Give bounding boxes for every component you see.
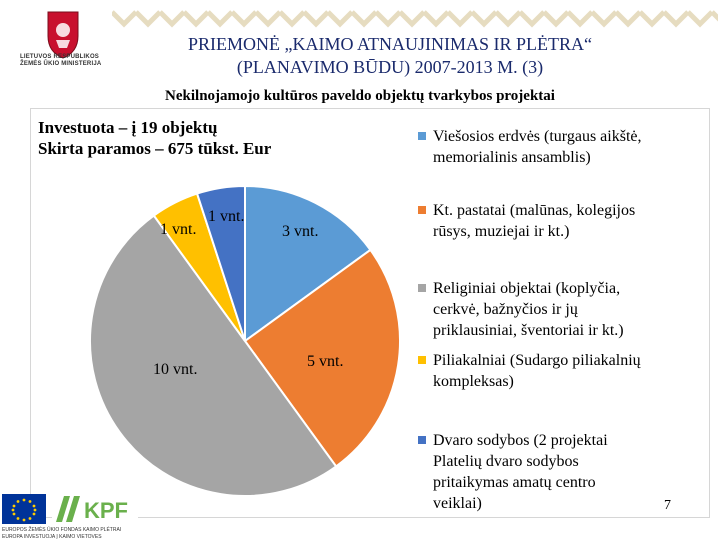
chart-subtitle: Nekilnojamojo kultūros paveldo objektų t… xyxy=(165,88,555,104)
legend-swatch-1 xyxy=(418,132,426,140)
eu-caption-line2: EUROPA INVESTUOJA Į KAIMO VIETOVES xyxy=(2,534,102,540)
legend-item-2: Kt. pastatai (malūnas, kolegijos rūsys, m… xyxy=(418,200,635,242)
legend-text-1-1: Viešosios erdvės (turgaus aikštė, xyxy=(433,128,642,145)
page-title: PRIEMONĖ „KAIMO ATNAUJINIMAS IR PLĖTRA“ … xyxy=(188,34,592,77)
legend-text-2-1: Kt. pastatai (malūnas, kolegijos xyxy=(433,202,636,219)
pie-slice-2 xyxy=(243,248,401,468)
legend-text-5-4: veiklai) xyxy=(433,495,482,512)
legend-item-4: Piliakalniai (Sudargo piliakalnių komplek… xyxy=(418,350,641,392)
decorative-ribbon xyxy=(112,8,718,36)
pie-label-3: 10 vnt. xyxy=(153,361,197,378)
eu-caption-line1: EUROPOS ŽEMĖS ŪKIO FONDAS KAIMO PLĖTRAI xyxy=(2,525,121,533)
legend-item-5: Dvaro sodybos (2 projektai Platelių dvaro… xyxy=(418,430,608,514)
pie-label-1: 3 vnt. xyxy=(282,223,318,240)
ministry-logo xyxy=(47,11,79,59)
pie-label-4: 1 vnt. xyxy=(160,221,196,238)
pie-slice-3 xyxy=(89,214,338,497)
eu-kpf-logos: KPF EUROPOS ŽEMĖS ŪKIO FONDAS KAIMO PLĖT… xyxy=(2,494,138,540)
legend-swatch-4 xyxy=(418,356,426,364)
investment-info: Investuota – į 19 objektų Skirta paramos… xyxy=(38,117,271,159)
legend-text-1-2: memorialinis ansamblis) xyxy=(433,149,591,166)
legend-item-1: Viešosios erdvės (turgaus aikštė, memoria… xyxy=(418,126,641,168)
legend-text-3-2: cerkvė, bažnyčios ir jų xyxy=(433,301,578,318)
legend-swatch-5 xyxy=(418,436,426,444)
support-amount-text: Skirta paramos – 675 tūkst. Eur xyxy=(38,139,272,158)
legend-text-4-1: Piliakalniai (Sudargo piliakalnių xyxy=(433,352,641,369)
legend-item-3: Religiniai objektai (koplyčia, cerkvė, ba… xyxy=(418,278,624,341)
legend-text-2-2: rūsys, muziejai ir kt.) xyxy=(433,223,570,240)
legend-text-4-2: kompleksas) xyxy=(433,373,514,390)
legend-text-3-1: Religiniai objektai (koplyčia, xyxy=(433,280,621,297)
legend-text-3-3: priklausiniai, šventoriai ir kt.) xyxy=(433,322,624,339)
pie-slice-5 xyxy=(195,184,246,342)
page-number: 7 xyxy=(664,498,671,513)
legend-swatch-3 xyxy=(418,284,426,292)
legend-text-5-1: Dvaro sodybos (2 projektai xyxy=(433,432,608,449)
kpf-text: KPF xyxy=(84,498,128,523)
chart-frame xyxy=(30,108,710,518)
legend-swatch-2 xyxy=(418,206,426,214)
ministry-logo-caption: LIETUVOS RESPUBLIKOS ŽEMĖS ŪKIO MINISTER… xyxy=(20,54,102,67)
legend-text-5-2: Platelių dvaro sodybos xyxy=(433,453,579,470)
investment-objects-text: Investuota – į 19 objektų xyxy=(38,118,218,137)
pie-label-5: 1 vnt. xyxy=(208,208,244,225)
pie-label-2: 5 vnt. xyxy=(307,353,343,370)
pie-slice-1 xyxy=(244,184,372,343)
legend-text-5-3: pritaikymas amatų centro xyxy=(433,474,596,491)
